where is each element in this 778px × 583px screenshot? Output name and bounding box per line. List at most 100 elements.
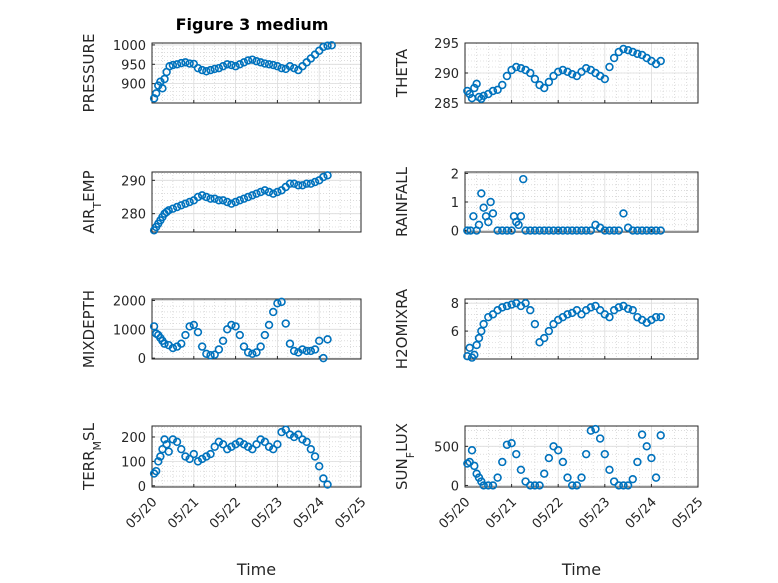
data-point: [319, 42, 328, 52]
y-tick-label: 200: [121, 431, 146, 446]
data-point: [563, 473, 572, 482]
axes-frame: [151, 425, 362, 488]
data-point: [172, 60, 182, 69]
data-point: [628, 226, 637, 235]
data-point: [586, 226, 596, 235]
data-point: [193, 63, 203, 73]
subplot-5: 0 1000 2000 MIXDEPTH: [80, 290, 362, 368]
data-point: [530, 481, 540, 490]
data-point: [605, 465, 614, 474]
data-point: [514, 220, 523, 230]
data-point: [269, 444, 278, 454]
data-point: [577, 226, 586, 235]
data-point: [535, 226, 544, 235]
data-point: [498, 457, 507, 467]
x-tick-label: 05/22: [207, 495, 244, 532]
data-point: [507, 226, 516, 235]
data-point: [535, 338, 544, 347]
data-point: [609, 226, 619, 235]
data-point: [168, 60, 178, 70]
y-tick-label: 100: [121, 455, 146, 470]
figure-title: Figure 3 medium: [176, 15, 329, 34]
data-point: [156, 452, 165, 461]
data-point: [530, 226, 540, 235]
data-point: [181, 330, 190, 340]
data-point: [647, 453, 656, 463]
y-tick-label: 8: [451, 297, 459, 312]
axes-frame: [151, 42, 362, 104]
data-point: [526, 68, 535, 78]
data-point: [264, 320, 274, 330]
x-tick-label: 05/25: [669, 495, 706, 532]
data-point: [469, 212, 478, 221]
data-point: [227, 199, 236, 208]
data-point: [264, 60, 274, 69]
data-point: [540, 333, 549, 343]
data-point: [544, 326, 554, 336]
data-point: [614, 481, 623, 490]
data-point: [298, 345, 307, 354]
data-point: [243, 192, 253, 202]
data-point: [235, 196, 244, 205]
data-point: [260, 186, 270, 195]
data-point: [256, 187, 265, 197]
data-point: [168, 435, 178, 444]
data-point: [298, 435, 307, 444]
data-point: [623, 481, 633, 490]
data-point: [289, 63, 299, 73]
data-point: [651, 226, 661, 235]
data-point: [235, 60, 244, 69]
subplot-6: 6 8 H2OMIXRA: [393, 288, 699, 369]
data-point: [151, 466, 161, 476]
data-point: [227, 60, 236, 70]
data-point: [470, 461, 479, 471]
data-point: [553, 226, 563, 235]
data-point: [151, 89, 161, 98]
data-point: [177, 201, 186, 210]
data-point: [507, 300, 516, 309]
data-point: [484, 217, 493, 227]
data-point: [595, 305, 605, 315]
data-point: [181, 58, 190, 67]
data-point: [463, 226, 472, 235]
data-point: [260, 437, 270, 447]
data-point: [651, 473, 661, 482]
data-point: [519, 174, 528, 184]
data-point: [223, 197, 232, 207]
data-point: [470, 83, 479, 93]
data-point: [197, 191, 207, 200]
data-point: [239, 440, 249, 449]
data-point: [493, 226, 502, 235]
data-point: [189, 320, 199, 330]
data-point: [243, 442, 253, 451]
data-point: [273, 440, 282, 449]
data-point: [591, 424, 600, 434]
data-point: [647, 226, 656, 235]
data-point: [239, 342, 249, 351]
data-point: [516, 212, 526, 221]
data-point: [273, 299, 282, 308]
data-point: [540, 469, 549, 478]
data-point: [185, 454, 194, 464]
data-point: [502, 71, 512, 81]
data-point: [642, 442, 651, 451]
data-point: [210, 194, 219, 203]
axes-frame: [151, 171, 362, 233]
data-point: [567, 69, 577, 79]
data-point: [260, 330, 270, 340]
data-point: [633, 49, 642, 58]
data-point: [567, 481, 577, 490]
data-point: [206, 351, 215, 360]
data-point: [512, 62, 521, 72]
data-point: [319, 353, 328, 363]
data-point: [197, 342, 207, 351]
data-point: [285, 179, 295, 188]
data-point: [319, 172, 328, 182]
y-tick-label: 295: [434, 37, 459, 52]
data-point: [158, 84, 167, 93]
data-point: [567, 226, 577, 235]
x-axis-label: Time: [561, 560, 601, 579]
data-point: [605, 312, 614, 322]
data-point: [540, 226, 549, 235]
subplot-7: 0 100 200 TERRMSL 05/20 05/21 05/22 05/23 05/24 0…: [80, 422, 369, 579]
